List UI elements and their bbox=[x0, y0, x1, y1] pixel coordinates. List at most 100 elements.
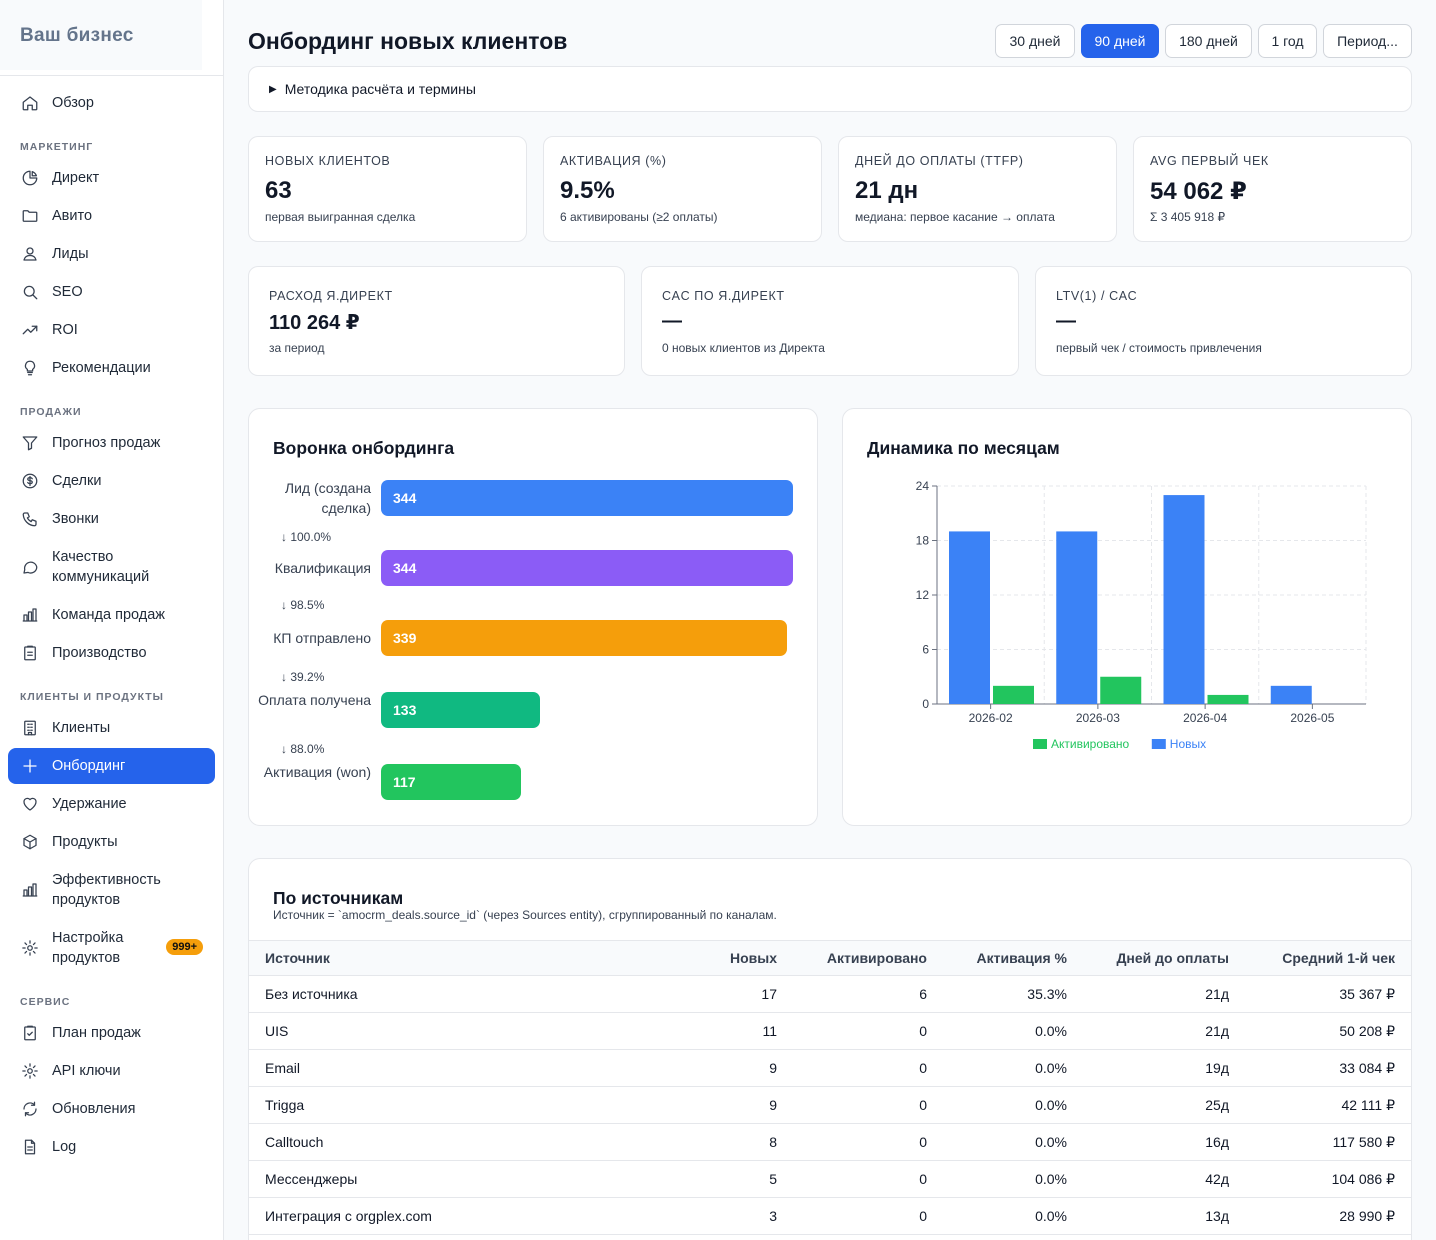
refresh-icon bbox=[20, 1099, 40, 1119]
table-cell: 50 208 ₽ bbox=[1245, 1012, 1411, 1050]
table-row[interactable]: Trigga 9 0 0.0% 25д 42 111 ₽ bbox=[249, 1086, 1411, 1124]
sidebar-item-overview[interactable]: Обзор bbox=[8, 85, 215, 121]
col-days-to-payment[interactable]: Дней до оплаты bbox=[1083, 940, 1245, 976]
funnel-conversion-rate: ↓ 100.0% bbox=[281, 530, 332, 544]
period-180-days-button[interactable]: 180 дней bbox=[1165, 24, 1252, 58]
period-30-days-button[interactable]: 30 дней bbox=[995, 24, 1075, 58]
sidebar-item-recommendations[interactable]: Рекомендации bbox=[8, 350, 215, 386]
sidebar-item-product-settings[interactable]: Настройка продуктов 999+ bbox=[8, 924, 215, 972]
section-clients: КЛИЕНТЫ И ПРОДУКТЫ bbox=[20, 691, 164, 703]
funnel-conversion-rate: ↓ 39.2% bbox=[281, 670, 325, 684]
brand-name[interactable]: Ваш бизнес bbox=[20, 25, 134, 46]
sidebar-item-direct[interactable]: Директ bbox=[8, 160, 215, 196]
sidebar-item-leads[interactable]: Лиды bbox=[8, 236, 215, 272]
sidebar-item-api-keys[interactable]: API ключи bbox=[8, 1053, 215, 1089]
table-cell: 0 bbox=[793, 1160, 943, 1198]
period-90-days-button[interactable]: 90 дней bbox=[1081, 24, 1159, 58]
sidebar-item-onboarding[interactable]: Онбординг bbox=[8, 748, 215, 784]
kpi-direct-spend: РАСХОД Я.ДИРЕКТ 110 264 ₽ за период bbox=[248, 266, 625, 376]
sidebar-item-seo[interactable]: SEO bbox=[8, 274, 215, 310]
methodology-disclosure[interactable]: ▶ Методика расчёта и термины bbox=[248, 66, 1412, 112]
funnel-bar: 344 bbox=[381, 480, 793, 516]
sidebar-item-sales-team[interactable]: Команда продаж bbox=[8, 597, 215, 633]
brand: Ваш бизнес bbox=[0, 0, 223, 76]
sidebar-item-calls[interactable]: Звонки bbox=[8, 501, 215, 537]
search-icon bbox=[20, 282, 40, 302]
col-avg-first-check[interactable]: Средний 1-й чек bbox=[1245, 940, 1411, 976]
sidebar-item-products[interactable]: Продукты bbox=[8, 824, 215, 860]
table-row[interactable]: Мессенджеры 5 0 0.0% 42д 104 086 ₽ bbox=[249, 1160, 1411, 1198]
disclosure-triangle-icon: ▶ bbox=[269, 83, 277, 95]
table-cell: 0.0% bbox=[943, 1160, 1083, 1198]
period-1-year-button[interactable]: 1 год bbox=[1258, 24, 1317, 58]
funnel-bar: 133 bbox=[381, 692, 541, 728]
table-cell: 21д bbox=[1083, 1012, 1245, 1050]
sidebar-item-communication-quality[interactable]: Качество коммуникаций bbox=[8, 543, 215, 591]
sidebar-item-log[interactable]: Log bbox=[8, 1129, 215, 1165]
heart-icon bbox=[20, 794, 40, 814]
col-new[interactable]: Новых bbox=[673, 940, 793, 976]
sidebar-item-product-efficiency[interactable]: Эффективность продуктов bbox=[8, 866, 215, 914]
table-cell: 117 580 ₽ bbox=[1245, 1123, 1411, 1161]
table-cell: 11 bbox=[673, 1012, 793, 1050]
funnel-icon bbox=[20, 433, 40, 453]
legend-label: Новых bbox=[1170, 737, 1206, 751]
table-cell: Calltouch bbox=[249, 1123, 673, 1161]
monthly-chart-panel: Динамика по месяцам 0 6 12 18 24 2026-02 2026-… bbox=[842, 408, 1412, 826]
table-cell: 13д bbox=[1083, 1197, 1245, 1235]
clipboard-icon bbox=[20, 643, 40, 663]
chart-bar bbox=[1056, 531, 1098, 704]
chart-bar bbox=[1207, 694, 1249, 704]
sidebar-item-roi[interactable]: ROI bbox=[8, 312, 215, 348]
funnel-stage-label: Активация (won) bbox=[263, 764, 371, 780]
sidebar-item-production[interactable]: Производство bbox=[8, 635, 215, 671]
table-cell: 0.0% bbox=[943, 1049, 1083, 1087]
funnel-stage-label: Квалификация bbox=[274, 560, 371, 576]
table-cell: 21д bbox=[1083, 975, 1245, 1013]
legend-swatch bbox=[1151, 739, 1166, 749]
table-cell: 0 bbox=[793, 1197, 943, 1235]
x-tick-label: 2026-03 bbox=[1076, 711, 1120, 725]
period-custom-button[interactable]: Период... bbox=[1323, 24, 1412, 58]
sidebar-item-retention[interactable]: Удержание bbox=[8, 786, 215, 822]
sources-panel: По источникам Источник = `amocrm_deals.s… bbox=[248, 858, 1412, 1240]
gear-icon bbox=[20, 938, 40, 958]
table-cell: 35.3% bbox=[943, 975, 1083, 1013]
settings-count-badge: 999+ bbox=[166, 939, 203, 955]
kpi-avg-first-check: AVG ПЕРВЫЙ ЧЕК 54 062 ₽ Σ 3 405 918 ₽ bbox=[1133, 136, 1412, 242]
section-service: СЕРВИС bbox=[20, 996, 71, 1008]
table-row[interactable]: UIS 11 0 0.0% 21д 50 208 ₽ bbox=[249, 1012, 1411, 1050]
y-tick-label: 12 bbox=[916, 588, 930, 602]
table-cell: 35 367 ₽ bbox=[1245, 975, 1411, 1013]
monthly-bar-chart: 0 6 12 18 24 2026-02 2026-03 2026-04 2026-05 Акти… bbox=[916, 479, 1367, 751]
table-row[interactable]: Email 9 0 0.0% 19д 33 084 ₽ bbox=[249, 1049, 1411, 1087]
col-activation-pct[interactable]: Активация % bbox=[943, 940, 1083, 976]
sidebar-item-avito[interactable]: Авито bbox=[8, 198, 215, 234]
legend-label: Активировано bbox=[1051, 737, 1130, 751]
table-cell: 6 bbox=[793, 975, 943, 1013]
users-icon bbox=[20, 244, 40, 264]
table-cell: 42д bbox=[1083, 1160, 1245, 1198]
chat-bubble-icon bbox=[20, 557, 40, 577]
section-sales: ПРОДАЖИ bbox=[20, 406, 82, 418]
funnel-bar: 344 bbox=[381, 550, 793, 586]
table-cell: 5 bbox=[673, 1160, 793, 1198]
sidebar-item-sales-plan[interactable]: План продаж bbox=[8, 1015, 215, 1051]
table-cell: Интеграция с orgplex.com bbox=[249, 1197, 673, 1235]
table-row[interactable]: Интеграция с orgplex.com 3 0 0.0% 13д 28 990 … bbox=[249, 1197, 1411, 1235]
sidebar-item-sales-forecast[interactable]: Прогноз продаж bbox=[8, 425, 215, 461]
kpi-days-to-payment: ДНЕЙ ДО ОПЛАТЫ (TTFP) 21 дн медиана: пер… bbox=[838, 136, 1117, 242]
sidebar-item-updates[interactable]: Обновления bbox=[8, 1091, 215, 1127]
sidebar-item-deals[interactable]: Сделки bbox=[8, 463, 215, 499]
dollar-icon bbox=[20, 471, 40, 491]
table-row[interactable]: Без источника 17 6 35.3% 21д 35 367 ₽ bbox=[249, 975, 1411, 1013]
col-source[interactable]: Источник bbox=[249, 940, 673, 976]
table-cell: 28 990 ₽ bbox=[1245, 1197, 1411, 1235]
table-row[interactable]: Calltouch 8 0 0.0% 16д 117 580 ₽ bbox=[249, 1123, 1411, 1161]
sidebar-item-clients[interactable]: Клиенты bbox=[8, 710, 215, 746]
table-cell: 19д bbox=[1083, 1049, 1245, 1087]
kpi-new-clients: НОВЫХ КЛИЕНТОВ 63 первая выигранная сдел… bbox=[248, 136, 527, 242]
col-activated[interactable]: Активировано bbox=[793, 940, 943, 976]
table-cell: 42 111 ₽ bbox=[1245, 1086, 1411, 1124]
funnel-bar: 339 bbox=[381, 620, 787, 656]
